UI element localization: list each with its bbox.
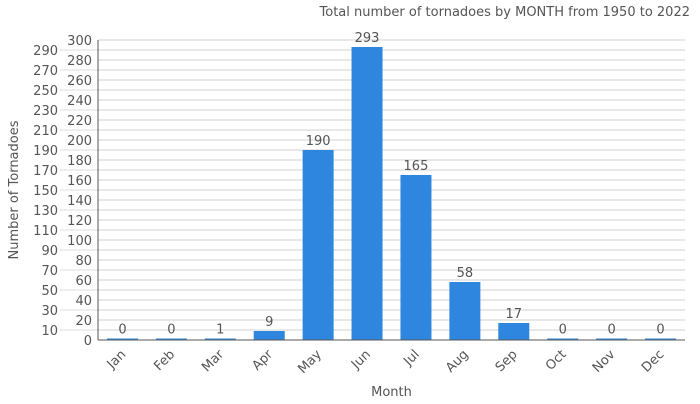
y-tick-label: 80: [75, 254, 92, 269]
x-tick-label: Aug: [443, 347, 472, 376]
y-tick-label: 0: [84, 334, 92, 349]
y-tick-label: 250: [33, 84, 58, 99]
data-label: 58: [457, 266, 474, 281]
x-tick-label: Dec: [639, 347, 667, 375]
y-axis-label: Number of Tornadoes: [7, 120, 22, 259]
y-tick-label: 120: [67, 214, 92, 229]
data-labels: 0 0 1 9 190 293 165 58 17 0 0 0: [118, 31, 664, 338]
bar-nov: [596, 338, 628, 340]
y-tick-label: 60: [75, 274, 92, 289]
bar-mar: [204, 338, 236, 340]
bar-feb: [155, 338, 187, 340]
chart-title: Total number of tornadoes by MONTH from …: [319, 5, 690, 20]
y-tick-label: 230: [33, 104, 58, 119]
data-label: 0: [656, 323, 664, 338]
bar-jun: [351, 47, 383, 340]
y-tick-label: 260: [67, 74, 92, 89]
y-tick-label: 300: [67, 34, 92, 49]
y-tick-label: 280: [67, 54, 92, 69]
y-tick-label: 70: [41, 264, 58, 279]
y-axis-ticks: 0 10 20 30 40 50 60 70 80 90 100 110 120 130 140 150 160…: [33, 34, 98, 349]
bar-aug: [449, 282, 481, 340]
y-tick-label: 20: [75, 314, 92, 329]
y-tick-label: 100: [67, 234, 92, 249]
data-label: 165: [404, 159, 429, 174]
bar-sep: [498, 323, 530, 340]
y-tick-label: 200: [67, 134, 92, 149]
y-tick-label: 160: [67, 174, 92, 189]
bars: [106, 47, 677, 340]
data-label: 17: [506, 307, 523, 322]
x-tick-label: Jan: [104, 347, 129, 372]
x-tick-label: Jun: [348, 347, 374, 373]
data-label: 1: [216, 323, 224, 338]
y-tick-label: 210: [33, 124, 58, 139]
y-tick-label: 30: [41, 304, 58, 319]
data-label: 293: [355, 31, 380, 46]
y-tick-label: 10: [41, 324, 58, 339]
y-tick-label: 190: [33, 144, 58, 159]
y-tick-label: 170: [33, 164, 58, 179]
x-tick-label: Sep: [493, 347, 521, 375]
data-label: 0: [167, 323, 175, 338]
y-tick-label: 150: [33, 184, 58, 199]
y-tick-label: 90: [41, 244, 58, 259]
data-label: 9: [265, 315, 273, 330]
x-axis-label: Month: [371, 385, 412, 400]
y-tick-label: 40: [75, 294, 92, 309]
data-label: 0: [118, 323, 126, 338]
x-tick-label: Feb: [151, 347, 178, 374]
y-tick-label: 50: [41, 284, 58, 299]
data-label: 0: [559, 323, 567, 338]
y-tick-label: 180: [67, 154, 92, 169]
y-tick-label: 290: [33, 44, 58, 59]
y-tick-label: 110: [33, 224, 58, 239]
x-tick-label: Nov: [590, 347, 619, 376]
x-tick-label: Mar: [199, 347, 227, 375]
y-tick-label: 220: [67, 114, 92, 129]
data-label: 0: [607, 323, 615, 338]
x-tick-label: Jul: [400, 347, 422, 369]
x-axis-ticks: Jan Feb Mar Apr May Jun Jul Aug Sep Oct Nov Dec: [104, 347, 668, 377]
bar-jan: [106, 338, 138, 340]
y-tick-label: 130: [33, 204, 58, 219]
x-tick-label: May: [295, 347, 325, 377]
bar-oct: [547, 338, 579, 340]
x-tick-label: Oct: [543, 347, 570, 374]
y-tick-label: 270: [33, 64, 58, 79]
data-label: 190: [306, 134, 331, 149]
gridlines: [98, 39, 685, 331]
bar-jul: [400, 175, 432, 340]
y-tick-label: 240: [67, 94, 92, 109]
bar-may: [302, 150, 334, 340]
bar-dec: [645, 338, 677, 340]
bar-apr: [253, 331, 285, 340]
x-tick-label: Apr: [250, 347, 277, 374]
y-tick-label: 140: [67, 194, 92, 209]
